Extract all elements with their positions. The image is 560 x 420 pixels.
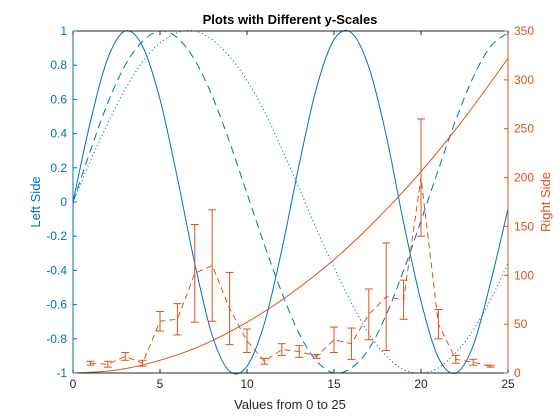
- error-bar: [417, 118, 425, 237]
- left-tick-label: 0: [60, 195, 67, 209]
- error-bar: [364, 288, 373, 341]
- right-tick-label: 300: [514, 73, 534, 87]
- series-layer: [72, 29, 509, 375]
- error-bar: [156, 310, 164, 332]
- error-bar: [103, 360, 112, 368]
- left-tick-label: 0.2: [50, 161, 67, 175]
- error-bar: [277, 343, 286, 356]
- x-tick-label: 0: [70, 377, 77, 391]
- error-bar: [399, 279, 408, 320]
- left-tick-label: 0.4: [50, 127, 67, 141]
- right-axis-label: Right Side: [538, 172, 553, 232]
- left-tick-label: 0.6: [50, 92, 67, 106]
- plot-area: [73, 31, 508, 373]
- x-tick-label: 10: [240, 377, 254, 391]
- left-tick-label: 0.8: [50, 58, 67, 72]
- error-bar: [486, 364, 495, 368]
- error-bar: [312, 353, 321, 359]
- error-bar: [260, 357, 269, 365]
- right-series-errorbar-line: [90, 177, 491, 367]
- error-bar: [173, 303, 182, 336]
- error-bar: [86, 360, 95, 366]
- right-tick-label: 250: [514, 122, 534, 136]
- error-bar: [295, 345, 304, 358]
- x-tick-label: 25: [501, 377, 515, 391]
- right-tick-label: 100: [514, 268, 534, 282]
- left-series-solid-line: [72, 29, 509, 375]
- left-tick-label: -0.4: [46, 263, 67, 277]
- error-bar: [330, 326, 338, 353]
- error-bar: [347, 327, 356, 360]
- x-axis-label: Values from 0 to 25: [234, 397, 346, 412]
- error-bar: [382, 242, 391, 352]
- left-tick-label: -0.6: [46, 298, 67, 312]
- left-tick-label: -1: [56, 366, 67, 380]
- axes-layer: 0 5 10 15 20 25-1-0.8-0.6-0.4-0.200.20.40.60.…: [46, 24, 534, 391]
- error-bar: [225, 271, 234, 346]
- right-tick-label: 150: [514, 219, 534, 233]
- right-tick-label: 0: [514, 366, 521, 380]
- x-tick-label: 5: [157, 377, 164, 391]
- error-bar: [451, 354, 460, 364]
- chart-title: Plots with Different y-Scales: [203, 12, 378, 27]
- right-tick-label: 50: [514, 317, 528, 331]
- left-series-dotted-line: [72, 30, 509, 374]
- error-bar: [243, 328, 251, 353]
- right-tick-label: 200: [514, 171, 534, 185]
- left-axis-label: Left Side: [28, 176, 43, 227]
- error-bar: [190, 223, 199, 323]
- right-series-solid-line: [72, 58, 509, 374]
- error-bar: [469, 358, 478, 366]
- error-bar: [208, 209, 217, 322]
- error-bar: [121, 351, 130, 361]
- left-tick-label: 1: [60, 24, 67, 38]
- left-series-dashed-line: [72, 30, 509, 374]
- x-tick-label: 20: [414, 377, 428, 391]
- right-tick-label: 350: [514, 24, 534, 38]
- error-bar: [138, 359, 147, 367]
- left-tick-label: -0.8: [46, 332, 67, 346]
- left-tick-label: -0.2: [46, 229, 67, 243]
- x-tick-label: 15: [327, 377, 341, 391]
- error-bar: [434, 308, 443, 340]
